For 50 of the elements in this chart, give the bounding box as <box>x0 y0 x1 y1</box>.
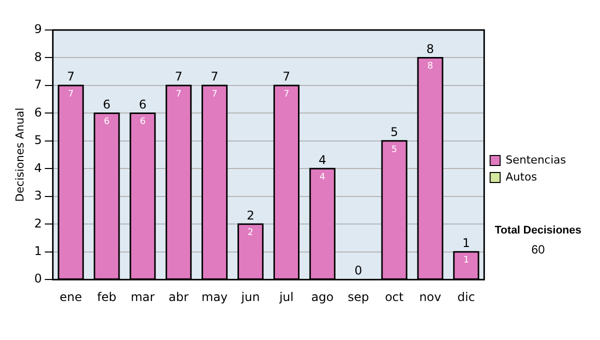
y-tick-label: 4 <box>34 160 42 175</box>
data-label: 1 <box>463 256 470 266</box>
x-tick-label: jul <box>278 290 294 304</box>
data-label: 7 <box>212 89 218 100</box>
y-axis-title: Decisiones Anual <box>13 108 26 202</box>
total-label: 6 <box>138 97 147 112</box>
total-label: 8 <box>426 42 434 56</box>
x-tick-label: feb <box>97 290 116 304</box>
x-tick-label: jun <box>240 290 260 304</box>
y-tick-label: 3 <box>34 188 42 203</box>
legend-label: Sentencias <box>506 153 566 166</box>
data-label: 7 <box>68 89 74 100</box>
data-label: 8 <box>427 62 434 72</box>
total-label: 7 <box>66 70 75 84</box>
y-tick-label: 9 <box>34 22 42 36</box>
data-label: 6 <box>140 117 146 128</box>
total-label: 2 <box>246 208 254 222</box>
total-label: 1 <box>462 236 470 250</box>
text: 60 <box>531 242 546 256</box>
data-label: 4 <box>320 172 326 183</box>
y-tick-label: 0 <box>34 272 42 286</box>
y-tick-label: 5 <box>34 133 42 148</box>
y-tick-label: 7 <box>34 78 42 92</box>
x-tick-label: dic <box>457 290 475 304</box>
x-tick-label: abr <box>168 290 189 304</box>
text: Total Decisiones <box>494 224 582 237</box>
legend-label: Autos <box>506 170 538 184</box>
x-tick-label: nov <box>419 290 442 304</box>
x-tick-label: sep <box>348 290 369 304</box>
data-label: 7 <box>284 89 290 100</box>
total-label: 0 <box>354 264 362 278</box>
y-tick-label: 6 <box>34 105 42 120</box>
data-label: 6 <box>104 117 110 128</box>
y-tick-label: 8 <box>34 50 42 64</box>
total-label: 7 <box>210 70 218 84</box>
data-label: 2 <box>248 228 254 238</box>
data-label: 5 <box>391 144 398 155</box>
x-tick-label: ene <box>60 290 82 304</box>
total-label: 5 <box>390 125 398 140</box>
x-tick-label: oct <box>384 290 404 304</box>
total-label: 7 <box>282 70 290 84</box>
x-tick-label: mar <box>130 290 155 304</box>
data-label: 7 <box>176 89 182 100</box>
y-tick-label: 2 <box>34 216 42 230</box>
y-tick-label: 1 <box>34 244 42 258</box>
total-label: 4 <box>318 152 326 167</box>
total-label: 7 <box>174 70 182 84</box>
x-tick-label: may <box>202 290 228 304</box>
total-label: 6 <box>102 97 111 112</box>
x-tick-label: ago <box>311 290 334 304</box>
